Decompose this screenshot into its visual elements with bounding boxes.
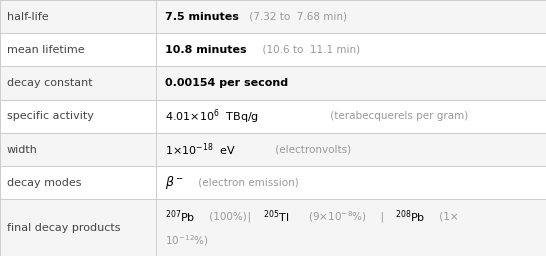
Text: $^{205}$Tl: $^{205}$Tl	[263, 208, 289, 225]
Text: (100%): (100%)	[206, 211, 247, 221]
Bar	[0, 133, 546, 166]
Text: width: width	[7, 145, 38, 155]
Text: (9×10$^{-8}$%): (9×10$^{-8}$%)	[305, 209, 366, 224]
Bar	[0, 199, 546, 256]
Text: specific activity: specific activity	[7, 111, 93, 121]
Text: $^{207}$Pb: $^{207}$Pb	[165, 208, 196, 225]
Text: decay constant: decay constant	[7, 78, 92, 88]
Text: $\beta^-$: $\beta^-$	[165, 174, 185, 191]
Text: |: |	[241, 211, 257, 222]
Bar	[0, 0, 546, 33]
Text: (electronvolts): (electronvolts)	[272, 145, 351, 155]
Text: 0.00154 per second: 0.00154 per second	[165, 78, 289, 88]
Text: $^{208}$Pb: $^{208}$Pb	[395, 208, 425, 225]
Bar	[0, 33, 546, 67]
Text: 10.8 minutes: 10.8 minutes	[165, 45, 247, 55]
Text: 10$^{-12}$%): 10$^{-12}$%)	[165, 233, 209, 248]
Text: (7.32 to  7.68 min): (7.32 to 7.68 min)	[246, 12, 347, 22]
Text: half-life: half-life	[7, 12, 48, 22]
Text: (terabecquerels per gram): (terabecquerels per gram)	[327, 111, 468, 121]
Bar	[0, 100, 546, 133]
Text: |: |	[374, 211, 390, 222]
Bar	[0, 166, 546, 199]
Text: (1×: (1×	[436, 211, 458, 221]
Text: (electron emission): (electron emission)	[195, 178, 299, 188]
Bar	[0, 67, 546, 100]
Text: $1{\times}10^{-18}$  eV: $1{\times}10^{-18}$ eV	[165, 141, 236, 158]
Text: $4.01{\times}10^6$  TBq/g: $4.01{\times}10^6$ TBq/g	[165, 107, 259, 126]
Text: mean lifetime: mean lifetime	[7, 45, 84, 55]
Text: final decay products: final decay products	[7, 223, 120, 233]
Text: 7.5 minutes: 7.5 minutes	[165, 12, 239, 22]
Text: decay modes: decay modes	[7, 178, 81, 188]
Text: (10.6 to  11.1 min): (10.6 to 11.1 min)	[256, 45, 360, 55]
